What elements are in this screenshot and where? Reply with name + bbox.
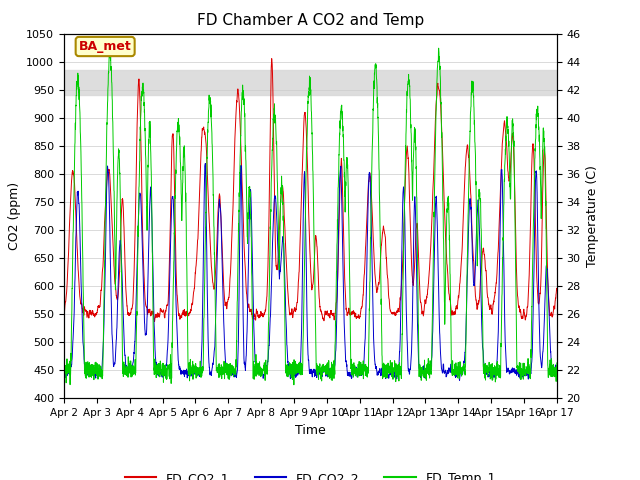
Bar [64, 70, 557, 96]
Text: BA_met: BA_met [79, 40, 132, 53]
Y-axis label: Temperature (C): Temperature (C) [586, 165, 599, 267]
Legend: FD_CO2_1, FD_CO2_2, FD_Temp_1: FD_CO2_1, FD_CO2_2, FD_Temp_1 [120, 467, 501, 480]
X-axis label: Time: Time [295, 424, 326, 437]
Y-axis label: CO2 (ppm): CO2 (ppm) [8, 182, 20, 250]
Title: FD Chamber A CO2 and Temp: FD Chamber A CO2 and Temp [196, 13, 424, 28]
